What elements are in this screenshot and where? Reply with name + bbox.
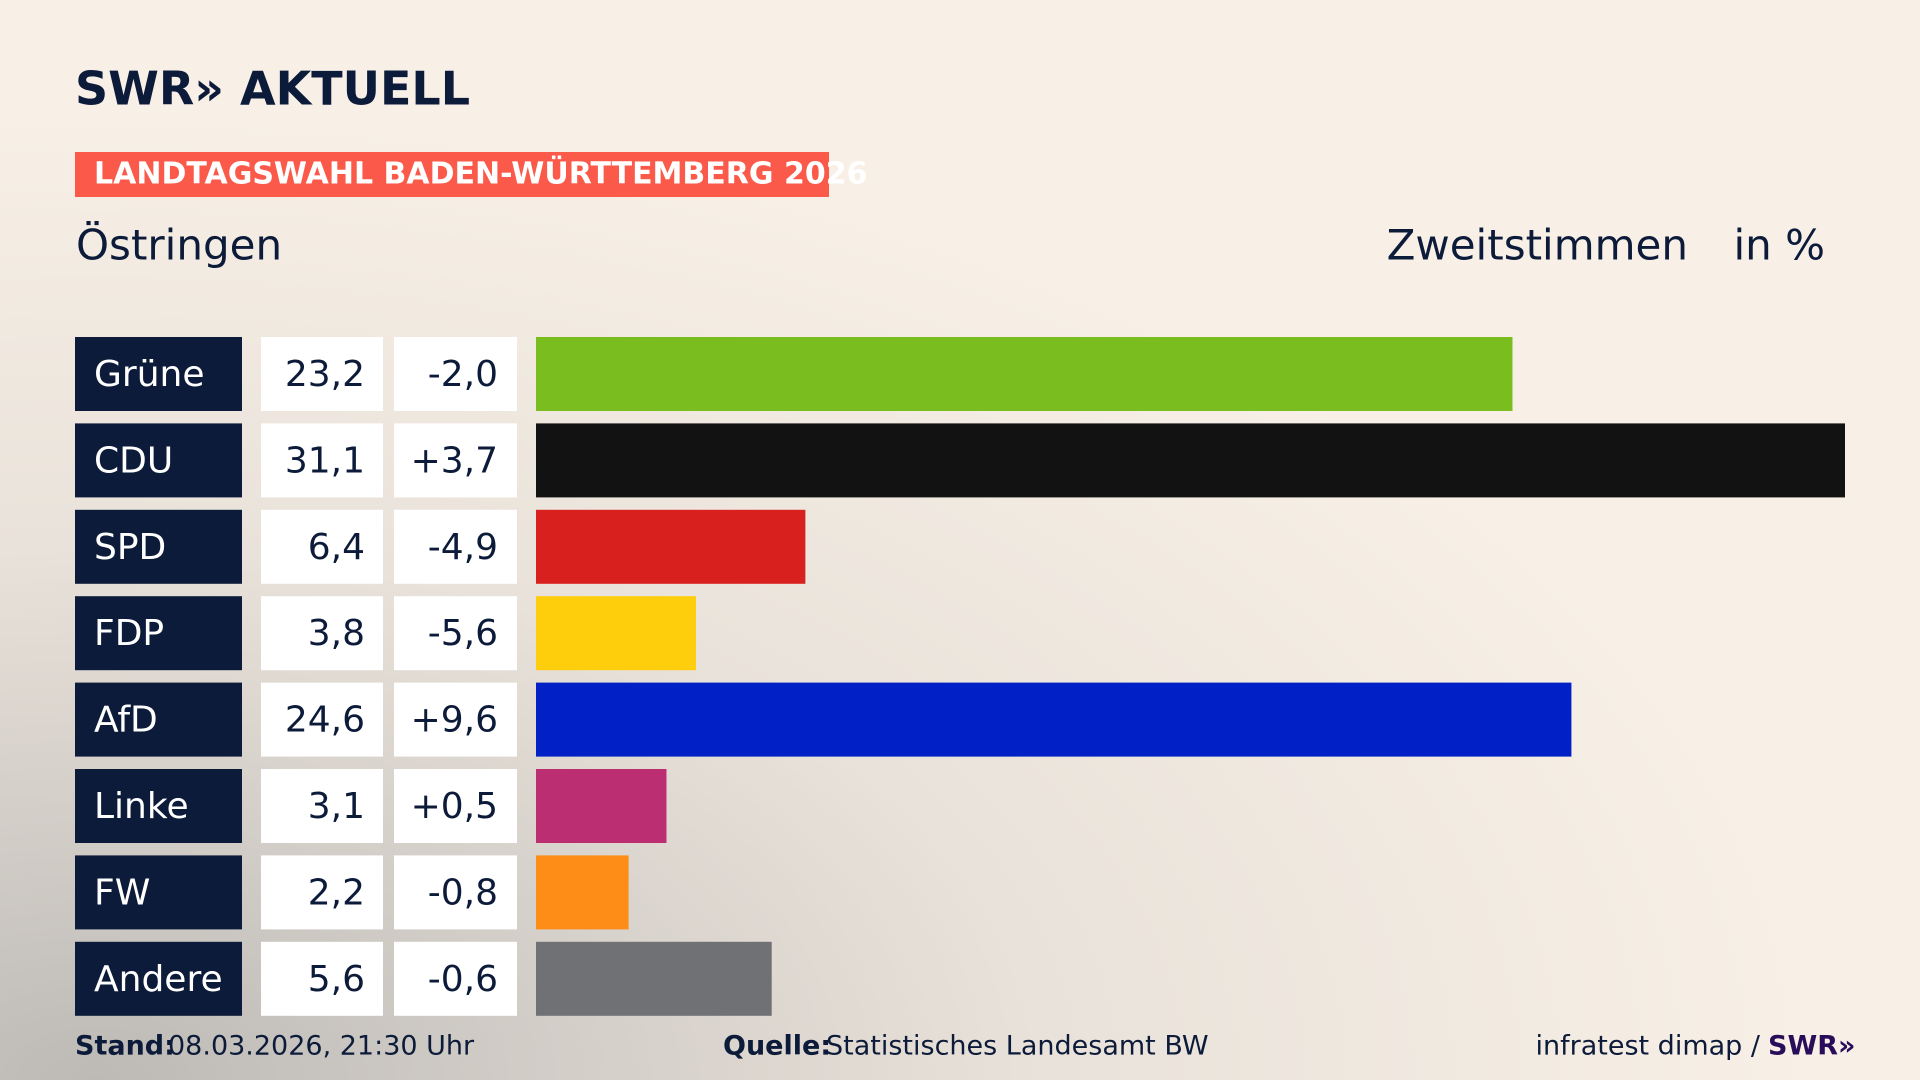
date-label: Stand:: [75, 1031, 175, 1062]
source-label: Quelle:: [723, 1031, 831, 1062]
date: 08.03.2026, 21:30 Uhr: [168, 1031, 475, 1062]
value-label: 5,6: [308, 959, 365, 1000]
value-box: [261, 941, 383, 1016]
change-box: [394, 682, 517, 757]
value-label: 3,8: [308, 613, 365, 654]
change-label: +0,5: [411, 786, 498, 827]
party-label: FDP: [94, 613, 164, 654]
value-box: [261, 596, 383, 671]
value-label: 31,1: [285, 440, 365, 481]
bar: [536, 769, 667, 843]
change-label: -5,6: [428, 613, 498, 654]
institute: infratest dimap /: [1535, 1031, 1760, 1062]
value-box: [261, 509, 383, 584]
bar: [536, 941, 772, 1016]
party-box: [75, 596, 242, 671]
change-label: +9,6: [411, 700, 498, 741]
value-box: [261, 423, 383, 498]
value-box: [261, 337, 383, 411]
change-box: [394, 337, 517, 411]
value-box: [261, 682, 383, 757]
party-label: AfD: [94, 700, 158, 741]
change-label: -0,6: [428, 959, 498, 1000]
change-box: [394, 596, 517, 671]
source: Statistisches Landesamt BW: [826, 1031, 1209, 1062]
party-box: [75, 682, 242, 757]
chart-title: LANDTAGSWAHL BADEN-WÜRTTEMBERG 2026: [94, 155, 867, 192]
party-label: Linke: [94, 786, 189, 827]
party-label: Andere: [94, 959, 223, 1000]
party-box: [75, 509, 242, 584]
party-label: SPD: [94, 527, 166, 568]
footer-brand: SWR»: [1768, 1031, 1855, 1062]
change-box: [394, 769, 517, 843]
change-label: -4,9: [428, 527, 498, 568]
bar: [536, 855, 629, 930]
subtitle: Östringen: [76, 220, 282, 270]
value-box: [261, 855, 383, 930]
party-label: Grüne: [94, 354, 204, 395]
bar: [536, 596, 696, 671]
logo: SWR» AKTUELL: [75, 62, 470, 116]
change-box: [394, 855, 517, 930]
title-banner: [75, 152, 829, 197]
value-label: 6,4: [308, 527, 365, 568]
unit: in %: [1733, 221, 1825, 270]
measure: Zweitstimmen: [1387, 221, 1688, 270]
bar: [536, 423, 1845, 498]
change-label: -2,0: [428, 354, 498, 395]
change-label: +3,7: [411, 440, 498, 481]
change-label: -0,8: [428, 872, 498, 913]
party-box: [75, 337, 242, 411]
party-box: [75, 423, 242, 498]
party-box: [75, 941, 242, 1016]
bar: [536, 682, 1572, 757]
value-box: [261, 769, 383, 843]
party-box: [75, 769, 242, 843]
change-box: [394, 941, 517, 1016]
party-box: [75, 855, 242, 930]
bar: [536, 337, 1513, 411]
change-box: [394, 423, 517, 498]
value-label: 2,2: [308, 872, 365, 913]
value-label: 24,6: [285, 700, 365, 741]
value-label: 3,1: [308, 786, 365, 827]
party-label: FW: [94, 872, 150, 913]
change-box: [394, 509, 517, 584]
bar: [536, 509, 806, 584]
value-label: 23,2: [285, 354, 365, 395]
party-label: CDU: [94, 440, 173, 481]
